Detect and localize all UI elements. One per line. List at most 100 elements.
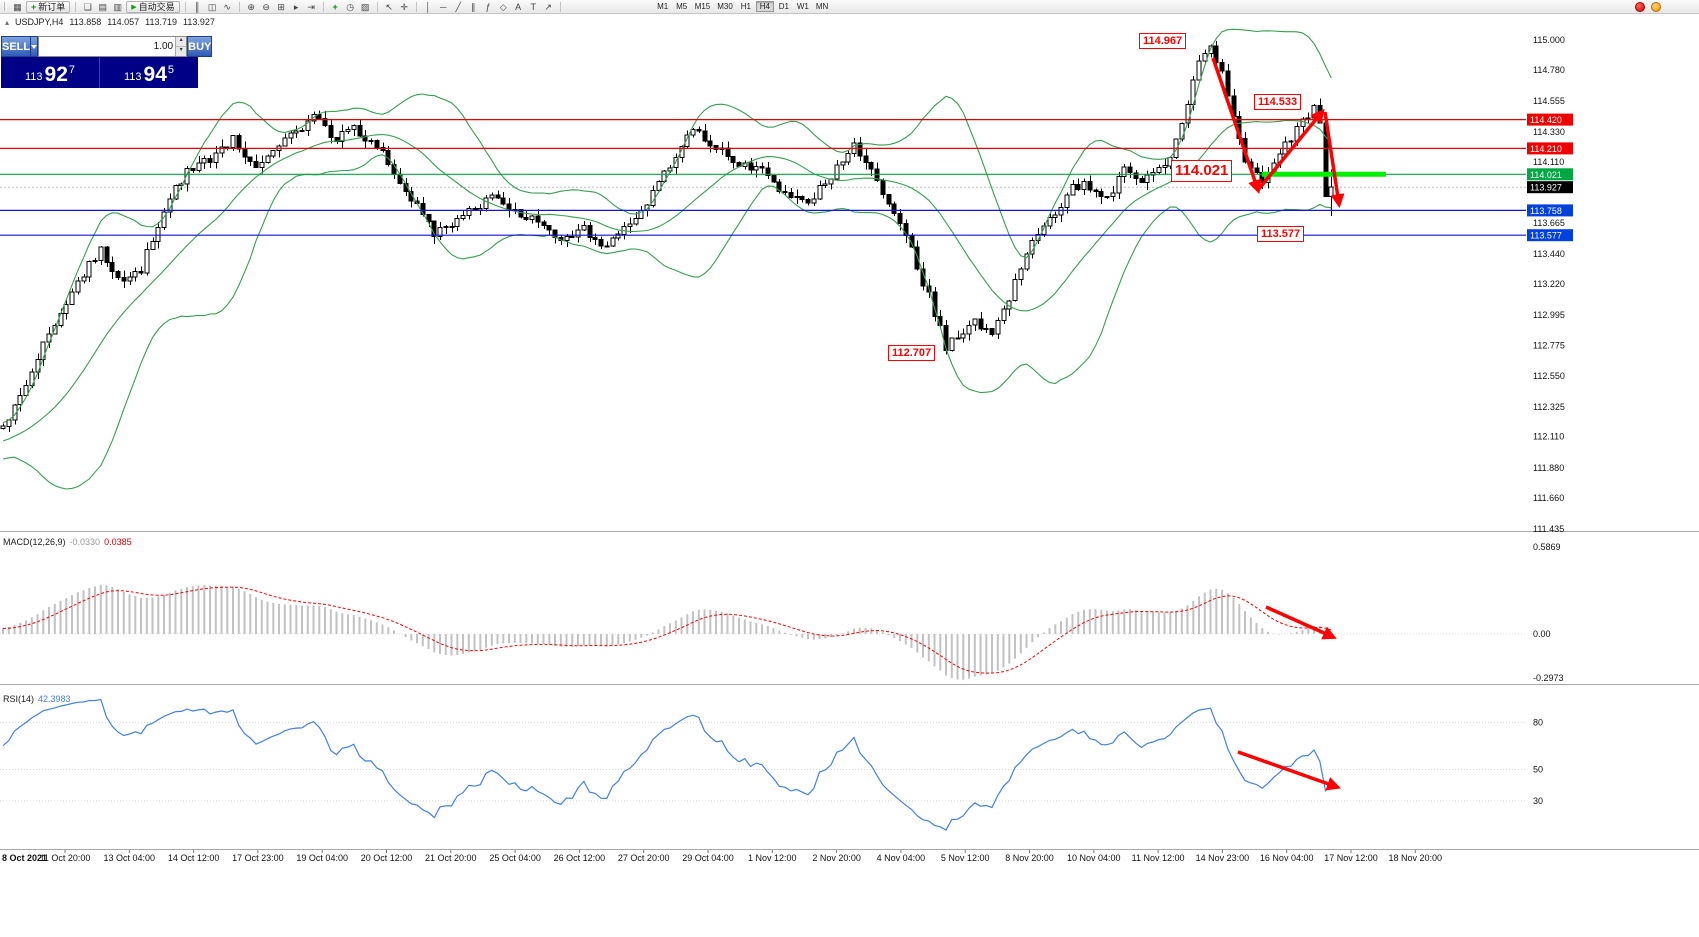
channel-icon[interactable]: ∥ [470, 1, 476, 12]
indicators-icon[interactable]: + [332, 1, 338, 12]
zoom-in-icon[interactable]: ⊕ [247, 1, 255, 12]
horizontal-line-icon[interactable]: ─ [439, 1, 447, 12]
svg-text:0.5869: 0.5869 [1533, 542, 1561, 552]
sell-price-main: 92 [44, 63, 68, 86]
timeframe-w1[interactable]: W1 [796, 2, 809, 11]
toolbar-separator [559, 1, 561, 12]
buy-price-display[interactable]: 113 94 5 [100, 57, 198, 88]
timeframe-mn[interactable]: MN [815, 2, 829, 11]
bar-chart-icon[interactable]: ║ [193, 1, 201, 12]
svg-text:111.435: 111.435 [1533, 524, 1564, 534]
sell-button[interactable]: SELL [1, 36, 32, 57]
price-pane[interactable] [0, 28, 1526, 490]
macd-signal-line [2, 586, 1332, 674]
macd-value: -0.0330 [69, 537, 101, 547]
svg-text:113.758: 113.758 [1530, 206, 1562, 216]
alerts-icon[interactable] [1651, 1, 1661, 12]
svg-text:114.420: 114.420 [1530, 115, 1562, 125]
macd-signal-value: 0.0385 [104, 537, 132, 547]
candlestick-chart-icon[interactable]: ◫ [207, 1, 217, 12]
volume-field: ▴▾ [38, 36, 188, 57]
chart-window-icon[interactable]: ▦ [13, 1, 22, 12]
timeframe-m5[interactable]: M5 [676, 2, 688, 11]
trend-arrow [1265, 605, 1337, 640]
trade-panel-controls: SELL ▴▾ BUY [1, 36, 213, 57]
chevron-down-icon[interactable]: ▾ [176, 47, 187, 56]
fibonacci-icon[interactable]: ƒ [485, 1, 491, 12]
price-annotation-label[interactable]: 112.707 [888, 345, 936, 362]
macd-pane[interactable] [0, 584, 1526, 680]
label-icon[interactable]: T [530, 1, 536, 12]
macd-indicator-label: MACD(12,26,9) -0.0330 0.0385 [3, 537, 132, 547]
trend-arrow [1211, 57, 1262, 194]
profiles-icon[interactable]: ▤ [98, 1, 108, 12]
time-label: 5 Nov 12:00 [941, 853, 990, 863]
order-options-dropdown[interactable] [31, 36, 39, 57]
toolbar: ▦ + 新订单 ❏ ▤ ▥ ▶ 自动交易 ║ ◫ ∿ ⊕ ⊖ ⊞ ▸ ⇥ + ◷ ▨… [0, 0, 1699, 14]
toolbar-grip[interactable] [4, 2, 7, 11]
zoom-out-icon[interactable]: ⊖ [262, 1, 270, 12]
cursor-icon[interactable]: ↖ [385, 1, 393, 12]
buy-button[interactable]: BUY [187, 36, 213, 57]
toolbar-separator [238, 1, 240, 12]
symbol-info: ▴ USDJPY,H4 113.858 114.057 113.719 113.… [5, 17, 215, 27]
svg-text:50: 50 [1533, 765, 1543, 775]
time-label: 16 Nov 04:00 [1260, 853, 1314, 863]
vertical-line-icon[interactable]: │ [425, 1, 431, 12]
svg-text:112.775: 112.775 [1533, 340, 1565, 350]
templates-icon[interactable]: ▨ [360, 1, 370, 12]
timeframe-d1[interactable]: D1 [778, 2, 789, 11]
community-icon[interactable] [1635, 1, 1645, 12]
data-window-icon[interactable]: ▥ [113, 1, 123, 12]
price-badge [1527, 142, 1573, 155]
crosshair-icon[interactable]: ✛ [400, 1, 408, 12]
timeframe-h1[interactable]: H1 [740, 2, 751, 11]
timeframe-m30[interactable]: M30 [717, 2, 733, 11]
periods-icon[interactable]: ◷ [346, 1, 355, 12]
sell-price-display[interactable]: 113 92 7 [1, 57, 100, 88]
bollinger-lower-band [2, 154, 1332, 490]
chevron-up-icon[interactable]: ▴ [176, 37, 187, 47]
chart-shift-icon[interactable]: ⇥ [307, 1, 315, 12]
time-label: 8 Oct 2021 [2, 853, 47, 863]
text-icon[interactable]: A [515, 1, 522, 12]
time-label: 11 Nov 12:00 [1132, 853, 1185, 863]
shapes-icon[interactable]: ◇ [499, 1, 507, 12]
buy-price-sup: 5 [167, 64, 175, 76]
timeframe-m15[interactable]: M15 [694, 2, 711, 11]
svg-text:113.927: 113.927 [1530, 183, 1562, 193]
macd-name: MACD(12,26,9) [3, 537, 66, 547]
rsi-pane[interactable] [0, 698, 1526, 831]
timeframe-h4[interactable]: H4 [755, 1, 774, 12]
trend-arrows[interactable] [1211, 57, 1345, 791]
price-badge [1527, 168, 1573, 181]
tile-windows-icon[interactable]: ⊞ [277, 1, 285, 12]
trendline-icon[interactable]: ╱ [455, 1, 461, 12]
time-label: 18 Nov 20:00 [1389, 853, 1443, 863]
volume-stepper[interactable]: ▴ ▾ [175, 37, 187, 56]
ohlc-high: 114.057 [107, 17, 140, 27]
new-chart-icon[interactable]: ❏ [83, 1, 92, 12]
chevron-down-icon [31, 44, 38, 49]
auto-trading-button[interactable]: ▶ 自动交易 [126, 0, 180, 13]
time-label: 8 Nov 20:00 [1005, 853, 1054, 863]
auto-scroll-icon[interactable]: ▸ [293, 1, 299, 12]
price-annotation-label[interactable]: 114.533 [1254, 94, 1302, 111]
time-label: 14 Oct 12:00 [168, 853, 220, 863]
time-label: 13 Oct 04:00 [104, 853, 156, 863]
price-scale: 115.000 114.780 114.555 114.330 114.110 113.6… [1527, 35, 1573, 806]
new-order-button[interactable]: + 新订单 [26, 0, 71, 13]
svg-text:114.555: 114.555 [1533, 96, 1565, 106]
timeframe-m1[interactable]: M1 [657, 2, 669, 11]
price-annotation-label[interactable]: 114.967 [1139, 33, 1187, 50]
arrow-tool-icon[interactable]: ↗ [544, 1, 552, 12]
svg-text:30: 30 [1533, 796, 1543, 806]
price-annotation-label[interactable]: 114.021 [1171, 160, 1233, 182]
price-annotation-label[interactable]: 113.577 [1257, 226, 1305, 243]
volume-input[interactable] [39, 37, 176, 56]
svg-text:112.550: 112.550 [1533, 371, 1565, 381]
line-chart-icon[interactable]: ∿ [223, 1, 231, 12]
toolbar-separator [415, 1, 417, 12]
